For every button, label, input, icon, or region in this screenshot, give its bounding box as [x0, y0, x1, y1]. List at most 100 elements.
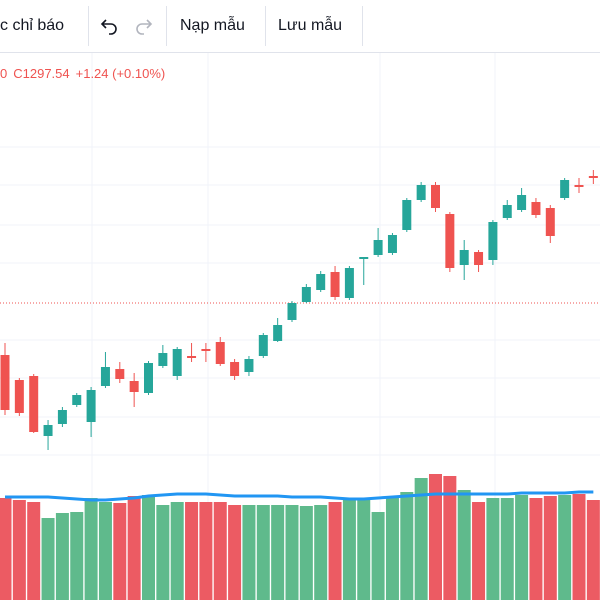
candle-body [531, 202, 541, 215]
undo-button[interactable] [99, 16, 119, 36]
candle-body [72, 395, 82, 405]
candle-body [502, 205, 512, 218]
candle-body [244, 359, 254, 372]
candle-body [57, 410, 67, 424]
volume-bar [41, 518, 55, 600]
volume-bar [558, 495, 572, 600]
volume-bar [70, 512, 84, 600]
volume-bar [98, 502, 112, 600]
load-template-button[interactable]: Nạp mẫu [180, 17, 245, 34]
volume-bar [586, 500, 600, 600]
volume-bar [12, 500, 26, 600]
candle-body [560, 180, 570, 198]
grid [0, 52, 600, 600]
volume-bar [529, 498, 543, 600]
save-template-button[interactable]: Lưu mẫu [278, 17, 343, 34]
candle-body [474, 252, 484, 265]
moving-average-line [5, 490, 594, 502]
candle-body [373, 240, 383, 255]
volume-bar [185, 502, 199, 600]
volume-bar [142, 495, 155, 600]
candle-body [545, 208, 555, 236]
volume-bar [457, 490, 471, 600]
volume-bar [127, 496, 141, 600]
candle-body [517, 195, 527, 210]
volume-bar [27, 502, 41, 600]
separator [166, 6, 167, 46]
separator [88, 6, 89, 46]
candle-body [100, 367, 110, 386]
indicators-button[interactable]: c chỉ báo [0, 17, 65, 34]
volume-bar [572, 494, 586, 600]
candle-body [172, 349, 182, 376]
volume-bar [486, 498, 500, 600]
volume-bar [328, 502, 342, 600]
candle-body [144, 363, 153, 393]
candle-body [301, 287, 311, 302]
volume-bar [429, 474, 442, 600]
candle-body [129, 381, 139, 392]
candle-body [359, 257, 369, 259]
volume-bar [357, 498, 371, 600]
candle-body [86, 390, 96, 422]
candle-body [115, 369, 125, 379]
volume-bar [113, 503, 127, 600]
volume-bar [156, 505, 170, 600]
separator [265, 6, 266, 46]
candle-body [387, 235, 397, 253]
volume-bar [500, 498, 514, 600]
candle-body [273, 325, 283, 341]
volume-bar [55, 513, 69, 600]
candle-body [574, 185, 584, 187]
volume-bar [385, 498, 399, 600]
volume-bar [443, 476, 457, 600]
volume-bar [285, 505, 299, 600]
separator [362, 6, 363, 46]
candle-body [344, 268, 354, 298]
volume-bar [0, 498, 12, 600]
volume-bar [400, 492, 414, 600]
volume-bar [371, 512, 385, 600]
volume-bar [515, 495, 529, 600]
candle-body [459, 250, 469, 265]
candle-body [330, 272, 340, 297]
candle-body [488, 222, 498, 260]
candle-body [43, 425, 53, 436]
candle-body [588, 176, 598, 178]
candle-body [230, 362, 240, 376]
candle-body [445, 214, 455, 268]
candle-body [215, 342, 225, 364]
volume-bar [170, 502, 184, 600]
candle-body [0, 355, 10, 410]
volume-bar [199, 502, 213, 600]
volume-bar [84, 498, 98, 600]
candle-body [29, 376, 39, 432]
volume-bar [472, 502, 486, 600]
legend-close: C1297.54 [13, 66, 70, 81]
volume-bar [213, 502, 227, 600]
candle-body [402, 200, 412, 230]
candle-body [201, 349, 211, 351]
volume-bar [414, 478, 428, 600]
redo-button[interactable] [134, 16, 154, 36]
volume-bar [271, 505, 285, 600]
volume-bar [543, 496, 557, 600]
legend-change: +1.24 (+0.10%) [75, 66, 166, 81]
volume-bar [299, 506, 313, 600]
legend-open: 0 [0, 66, 8, 81]
ohlc-legend: 0 C1297.54 +1.24 (+0.10%) [0, 66, 171, 81]
volume-bar [242, 505, 256, 600]
candle-body [258, 335, 268, 356]
volume-bar [228, 505, 242, 600]
candle-body [431, 185, 440, 208]
toolbar: c chỉ báo Nạp mẫu Lưu mẫu [0, 0, 600, 53]
volume-bar [256, 505, 270, 600]
candle-body [158, 353, 168, 366]
candle-body [14, 380, 24, 413]
volume-bar [342, 498, 356, 600]
candle-body [316, 274, 326, 290]
candle-body [187, 356, 197, 358]
volume-bar [314, 505, 328, 600]
